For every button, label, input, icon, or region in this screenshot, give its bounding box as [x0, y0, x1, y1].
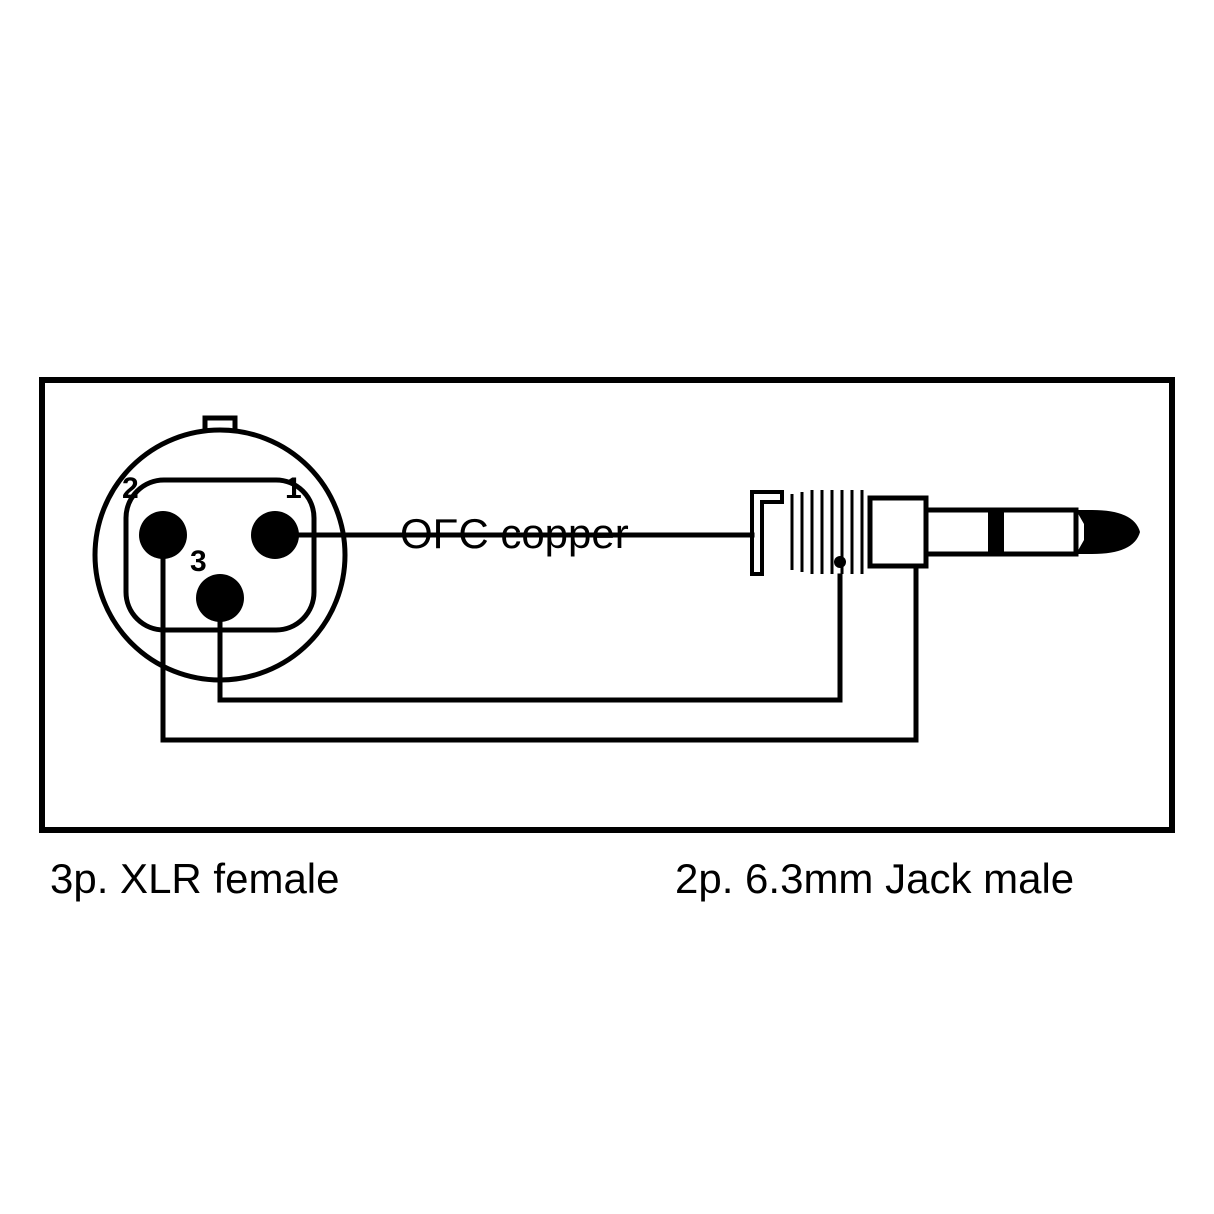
jack-tip: [1076, 510, 1140, 554]
xlr-caption: 3p. XLR female: [50, 855, 340, 903]
xlr-pin-1: [251, 511, 299, 559]
xlr-pin-1-label: 1: [285, 472, 302, 506]
jack-caption: 2p. 6.3mm Jack male: [675, 855, 1074, 903]
xlr-pin-2-label: 2: [122, 472, 139, 506]
xlr-pin-3-label: 3: [190, 545, 207, 579]
jack-connector: [752, 490, 1140, 574]
xlr-pin-3: [196, 574, 244, 622]
wiring-diagram: 1 2 3 OFC copper 3p. XLR female 2p. 6.3m…: [0, 0, 1214, 1214]
diagram-svg: [0, 0, 1214, 1214]
jack-grip: [792, 490, 862, 574]
cable-material-label: OFC copper: [400, 510, 629, 558]
xlr-pin-2: [139, 511, 187, 559]
